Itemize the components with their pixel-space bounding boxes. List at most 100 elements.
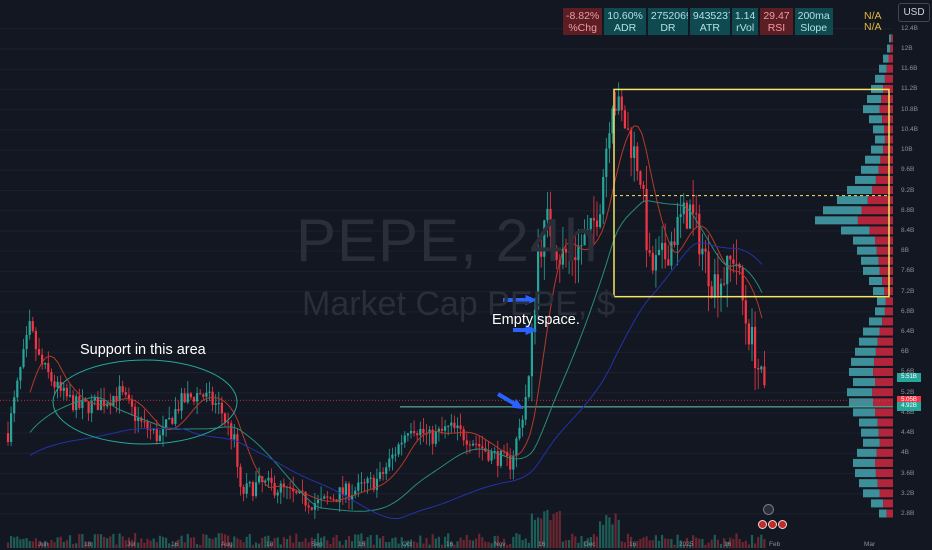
volume-bar [741, 542, 744, 548]
candle [670, 241, 673, 266]
candle [10, 413, 13, 442]
volume-bar [450, 542, 453, 548]
candle [258, 476, 261, 483]
volume-bar [670, 539, 673, 548]
volume-profile-bar [873, 398, 893, 407]
volume-bar [710, 539, 713, 548]
event-flag-icon[interactable] [758, 520, 767, 529]
candle [171, 417, 174, 424]
volume-bar [611, 524, 614, 548]
volume-bar [295, 533, 298, 548]
price-badge: 4.92B [897, 402, 921, 412]
candle [307, 505, 310, 508]
candle [158, 435, 161, 442]
volume-bar [28, 540, 31, 548]
volume-bar [112, 533, 115, 548]
candle [580, 245, 583, 247]
candle [282, 483, 285, 488]
volume-bar [279, 544, 282, 548]
volume-bar [127, 537, 130, 548]
candle [487, 451, 490, 461]
candle [146, 421, 149, 430]
candle [251, 482, 254, 497]
candle [19, 367, 22, 381]
candle [295, 491, 298, 494]
volume-bar [227, 535, 230, 548]
volume-profile-bar [879, 509, 887, 518]
volume-profile-bar [875, 74, 885, 83]
volume-bar [106, 538, 109, 548]
volume-bar [416, 542, 419, 548]
volume-profile-bar [861, 428, 879, 437]
candle [530, 331, 533, 377]
candle [750, 326, 754, 345]
event-flag-icon[interactable] [768, 520, 777, 529]
event-flag-icon[interactable] [778, 520, 787, 529]
volume-profile-bar [882, 277, 893, 285]
candle [208, 391, 211, 393]
candle [462, 429, 465, 441]
candle [13, 397, 16, 414]
candle [127, 394, 130, 400]
volume-bar [425, 538, 428, 548]
volume-bar [540, 518, 543, 548]
candle [50, 372, 53, 382]
volume-bar [533, 519, 537, 548]
volume-bar [639, 538, 642, 548]
volume-bar [555, 512, 558, 548]
volume-profile-bar [871, 499, 884, 508]
candle [459, 425, 462, 430]
volume-bar [406, 540, 409, 548]
volume-bar [196, 544, 199, 548]
candle [351, 495, 354, 500]
y-tick-label: 6.8B [901, 307, 915, 315]
volume-bar [434, 538, 437, 548]
candle [599, 214, 602, 227]
volume-bar [763, 538, 766, 548]
volume-profile-bar [874, 357, 893, 366]
volume-profile-bar [855, 347, 876, 356]
y-tick-label: 7.6B [901, 267, 915, 275]
volume-profile-bar [865, 155, 881, 164]
volume-bar [713, 534, 716, 548]
volume-bar [561, 541, 564, 548]
volume-bar [595, 536, 599, 548]
volume-bar [636, 541, 639, 548]
volume-profile-bar [857, 216, 893, 225]
x-tick-label: Aug [221, 541, 233, 548]
volume-bar [484, 541, 487, 548]
y-tick-label: 5.2B [901, 388, 915, 396]
watermark-subtitle: Market Cap PEPE, $ [302, 285, 616, 323]
volume-bar [81, 534, 84, 548]
candle [320, 498, 323, 500]
volume-bar [564, 540, 568, 548]
volume-profile-bar [847, 186, 873, 195]
volume-bar [242, 542, 245, 548]
volume-bar [189, 537, 192, 548]
candle [533, 309, 537, 332]
candle [636, 146, 639, 172]
volume-bar [354, 534, 357, 548]
volume-bar [289, 535, 292, 548]
volume-profile-bar [853, 458, 875, 467]
annotation-support: Support in this area [80, 342, 206, 358]
candle [174, 409, 177, 424]
volume-bar [440, 544, 444, 548]
lightning-icon[interactable] [763, 504, 774, 515]
candle [363, 482, 366, 484]
volume-bar [716, 539, 719, 548]
candle [719, 283, 723, 296]
currency-button[interactable]: USD [898, 3, 930, 22]
volume-bar [568, 540, 571, 548]
y-tick-label: 9.6B [901, 166, 915, 174]
volume-profile-bar [881, 95, 893, 104]
volume-profile-bar [853, 408, 875, 417]
arrow-icon [525, 294, 537, 306]
candle [763, 366, 766, 386]
y-tick-label: 4.4B [901, 429, 915, 437]
candle [37, 349, 41, 355]
metric-label: RSI [767, 21, 786, 34]
candle [177, 409, 180, 411]
volume-profile-bar [867, 196, 893, 205]
